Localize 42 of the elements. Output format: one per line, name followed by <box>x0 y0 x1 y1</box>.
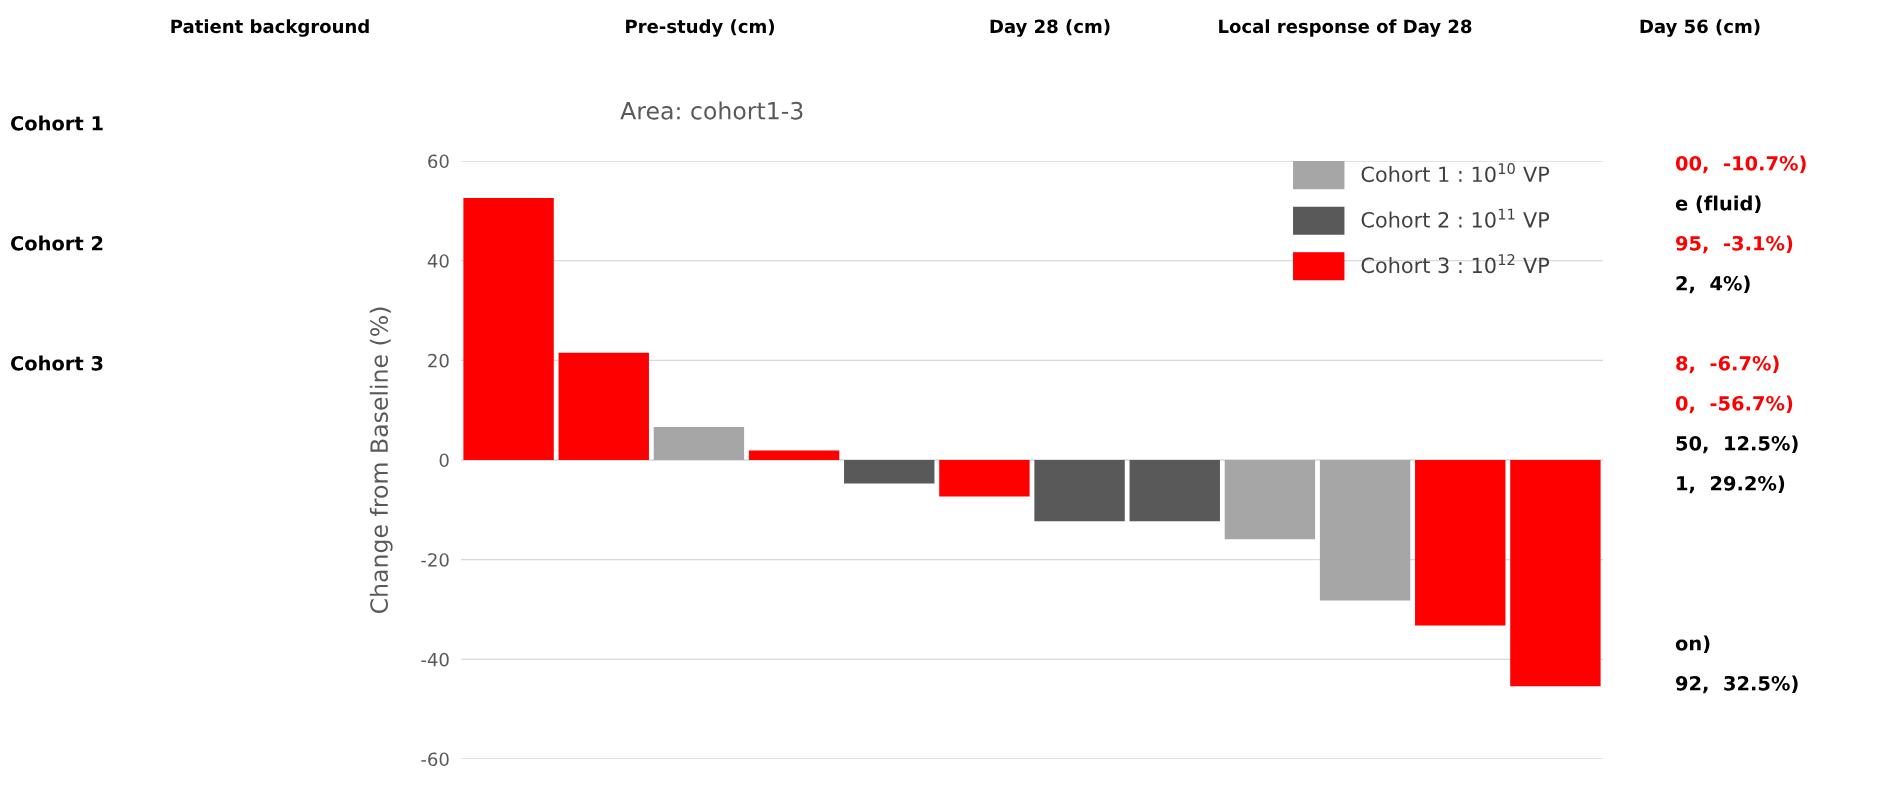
bar <box>653 427 745 460</box>
bar <box>1129 460 1220 522</box>
bar <box>1319 460 1411 601</box>
y-tick-label: 60 <box>428 154 449 169</box>
text: Day 56 (cm) <box>1640 19 1760 37</box>
text: 1, 29.2%) <box>1677 475 1785 494</box>
y-tick-label: 40 <box>427 254 449 268</box>
y-axis-title: Change from Baseline (%) <box>369 307 393 614</box>
text: Cohort 2 <box>10 235 103 251</box>
y-tick-label: -20 <box>421 553 449 567</box>
bar <box>1415 460 1506 626</box>
text: Cohort 3 <box>10 355 103 371</box>
text: Pre-study (cm) <box>626 19 774 37</box>
text: 00, -10.7%) <box>1675 155 1806 174</box>
text: Day 28 (cm) <box>990 19 1110 37</box>
text: Cohort 1 <box>10 115 103 131</box>
text: 92, 32.5%) <box>1676 675 1798 694</box>
bar <box>939 460 1030 497</box>
text: 50, 12.5%) <box>1676 435 1798 454</box>
legend-label: Cohort 2 : 10$^{11}$ VP <box>1361 208 1550 228</box>
legend-label: Cohort 3 : 10$^{12}$ VP <box>1361 254 1550 274</box>
text: 2, 4%) <box>1676 275 1750 294</box>
y-tick-label: -60 <box>421 752 449 767</box>
text: Local response of Day 28 <box>1219 19 1472 37</box>
legend-label: Cohort 1 : 10$^{10}$ VP <box>1361 163 1550 183</box>
bar <box>1034 460 1125 522</box>
bar <box>558 352 649 460</box>
bar <box>748 450 840 460</box>
text: 0, -56.7%) <box>1675 395 1793 414</box>
bar <box>1510 460 1601 687</box>
text: on) <box>1675 635 1710 653</box>
text: e (fluid) <box>1675 195 1761 213</box>
text: 8, -6.7%) <box>1676 355 1779 374</box>
bar <box>1224 460 1316 540</box>
bar <box>844 460 935 484</box>
bar <box>463 197 554 460</box>
y-tick-label: -40 <box>421 652 449 667</box>
y-tick-label: 20 <box>428 353 449 368</box>
chart-title: Area: cohort1-3 <box>620 101 803 120</box>
text: Patient background <box>171 19 369 37</box>
text: 95, -3.1%) <box>1676 235 1793 254</box>
y-tick-label: 0 <box>439 453 449 468</box>
